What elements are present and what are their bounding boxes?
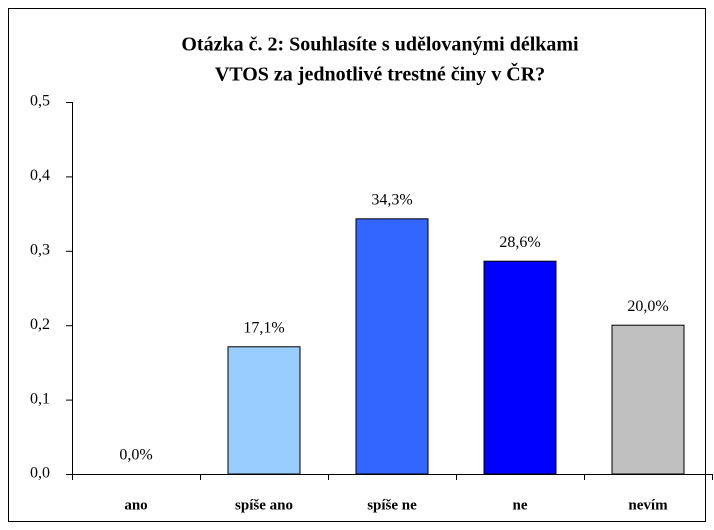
y-tick-label: 0,4 bbox=[30, 167, 50, 184]
bar bbox=[355, 218, 429, 475]
bar bbox=[611, 324, 685, 475]
x-tick-label: ano bbox=[124, 497, 147, 513]
y-tick-label: 0,0 bbox=[30, 465, 50, 482]
y-tick-label: 0,2 bbox=[30, 316, 50, 333]
y-tick-label: 0,3 bbox=[30, 241, 50, 258]
data-label: 28,6% bbox=[499, 234, 540, 251]
bar bbox=[227, 346, 301, 475]
chart-title: Otázka č. 2: Souhlasíte s udělovanými dé… bbox=[181, 34, 579, 56]
data-label: 20,0% bbox=[627, 298, 668, 315]
x-tick-label: spíše ano bbox=[235, 497, 293, 513]
y-tick-label: 0,1 bbox=[30, 390, 50, 407]
y-tick-label: 0,5 bbox=[30, 93, 50, 110]
data-label: 34,3% bbox=[371, 191, 412, 208]
x-tick-label: ne bbox=[513, 497, 528, 513]
bar bbox=[483, 260, 557, 475]
data-label: 17,1% bbox=[243, 319, 284, 336]
data-label: 0,0% bbox=[119, 447, 152, 464]
chart-title: VTOS za jednotlivé trestné činy v ČR? bbox=[215, 62, 545, 86]
x-tick-label: nevím bbox=[628, 497, 668, 513]
x-tick-label: spíše ne bbox=[367, 497, 417, 513]
